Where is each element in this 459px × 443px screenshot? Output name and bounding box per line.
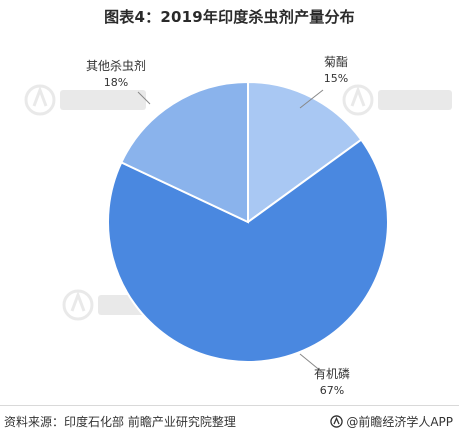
qianzhan-watermark-icon (342, 84, 452, 116)
brand-credit: @前瞻经济学人APP (330, 413, 453, 430)
slice-value-label-1: 67% (320, 384, 344, 397)
pie-slice-0 (247, 80, 363, 224)
pie-slice-1 (107, 138, 389, 363)
slice-label-0: 菊酯 (324, 55, 348, 69)
leader-line-0 (299, 89, 324, 109)
leader-line-1 (299, 353, 323, 373)
pie-slice-2 (119, 80, 249, 224)
footer-divider (0, 405, 459, 406)
source-note: 资料来源：印度石化部 前瞻产业研究院整理 (4, 415, 236, 429)
leader-line-2 (137, 91, 151, 105)
qianzhan-watermark-icon (24, 84, 146, 116)
slice-label-2: 其他杀虫剂 (86, 58, 146, 73)
chart-title: 图表4：2019年印度杀虫剂产量分布 (104, 8, 355, 26)
brand-credit-text: @前瞻经济学人APP (346, 415, 453, 429)
slice-value-label-0: 15% (324, 72, 348, 85)
pie-chart: 菊酯 15% 有机磷 67% 其他杀虫剂 18% (86, 55, 389, 397)
slice-value-label-2: 18% (104, 76, 128, 89)
slice-label-1: 有机磷 (314, 366, 350, 381)
qianzhan-logo-icon (330, 415, 344, 428)
